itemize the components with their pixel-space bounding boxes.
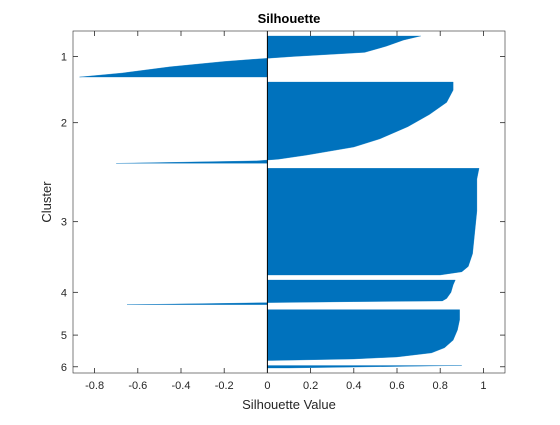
cluster-3-silhouette-bars <box>267 168 480 276</box>
x-tick-label: 0.6 <box>389 380 404 392</box>
x-tick-label: -0.6 <box>128 380 147 392</box>
x-tick-label: 0.2 <box>303 380 318 392</box>
x-tick-label: 0.8 <box>433 380 448 392</box>
y-tick-label: 5 <box>61 330 67 342</box>
cluster-6-silhouette-bars <box>267 365 462 369</box>
x-tick-label: 1 <box>480 380 486 392</box>
y-tick-label: 2 <box>61 118 67 130</box>
x-tick-label: -0.8 <box>85 380 104 392</box>
plot-area-frame <box>72 30 506 374</box>
cluster-2-silhouette-bars <box>116 81 454 164</box>
x-tick-label: -0.4 <box>172 380 191 392</box>
ticks-layer: 1 2 3 4 5 6 -0.8 -0.6 -0.4 -0.2 0 0.2 0.4 0.6 0.8 1 <box>61 31 505 392</box>
bars-layer <box>79 35 480 369</box>
y-tick-label: 1 <box>61 52 67 64</box>
x-axis-label: Silhouette Value <box>242 397 336 412</box>
y-tick-label: 4 <box>61 287 67 299</box>
chart-title: Silhouette <box>258 11 321 26</box>
x-tick-label: -0.2 <box>215 380 234 392</box>
y-tick-label: 6 <box>61 362 67 374</box>
x-tick-label: 0.4 <box>346 380 361 392</box>
x-tick-label: 0 <box>264 380 270 392</box>
cluster-4-silhouette-bars <box>126 279 456 305</box>
y-tick-label: 3 <box>61 217 67 229</box>
y-axis-label: Cluster <box>39 181 54 223</box>
cluster-5-silhouette-bars <box>267 309 460 361</box>
cluster-1-silhouette-bars <box>79 35 421 78</box>
